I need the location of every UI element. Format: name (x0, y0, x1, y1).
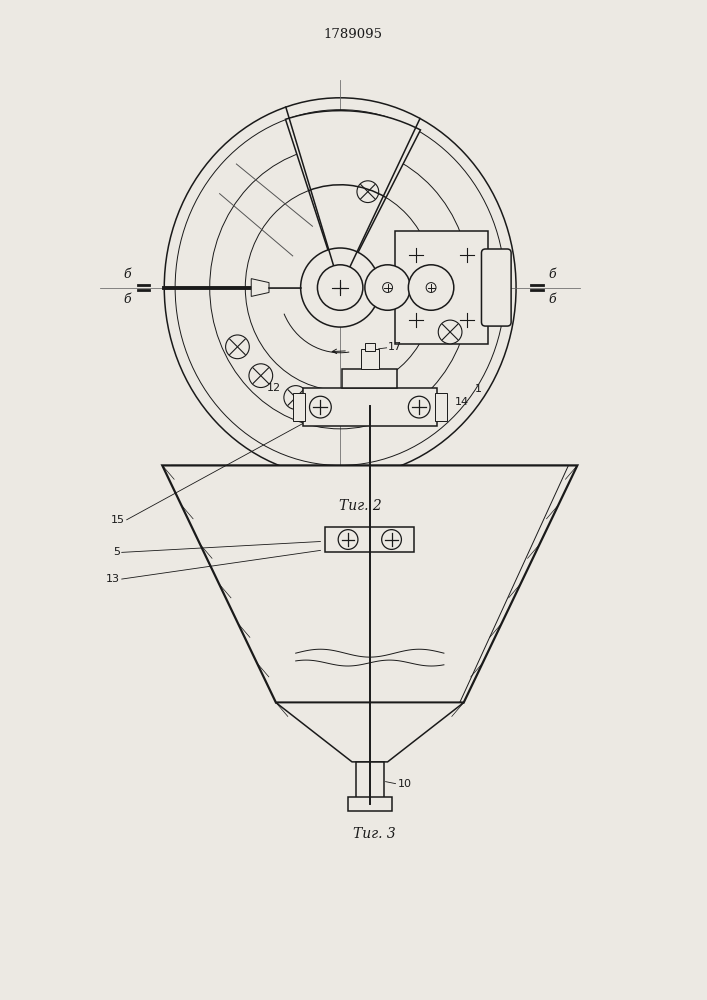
Bar (365, 343, 375, 351)
Text: 14: 14 (455, 397, 469, 407)
Circle shape (438, 320, 462, 344)
Polygon shape (163, 465, 578, 703)
Circle shape (382, 530, 402, 549)
Circle shape (300, 248, 380, 327)
Bar (342, 369, 397, 388)
Ellipse shape (164, 98, 516, 477)
Text: б: б (124, 268, 132, 281)
Circle shape (284, 386, 308, 409)
Text: 12: 12 (267, 383, 281, 393)
Text: Вид A: Вид A (344, 401, 386, 414)
Text: Τиг. 2: Τиг. 2 (339, 499, 381, 513)
Circle shape (317, 265, 363, 310)
Bar (435, 393, 447, 421)
Circle shape (365, 265, 410, 310)
Text: 5: 5 (113, 547, 119, 557)
Circle shape (310, 396, 332, 418)
Text: 1: 1 (474, 384, 481, 394)
Text: 10: 10 (397, 779, 411, 789)
Circle shape (409, 396, 430, 418)
Polygon shape (251, 279, 269, 296)
Circle shape (409, 265, 454, 310)
Circle shape (249, 364, 273, 388)
Text: 1789095: 1789095 (324, 28, 382, 41)
Polygon shape (276, 703, 464, 762)
Text: б: б (124, 293, 132, 306)
Circle shape (226, 335, 250, 359)
Wedge shape (286, 111, 421, 288)
Circle shape (382, 283, 392, 292)
Bar (395, 231, 489, 344)
Circle shape (426, 283, 436, 292)
Circle shape (332, 398, 348, 414)
Text: 13: 13 (106, 574, 119, 584)
Bar (325, 527, 414, 552)
Text: б: б (549, 268, 556, 281)
Bar (361, 349, 379, 369)
FancyBboxPatch shape (481, 249, 511, 326)
Bar (356, 762, 384, 799)
Bar (348, 797, 392, 811)
Bar (303, 388, 437, 426)
Bar (293, 393, 305, 421)
Text: Τиг. 3: Τиг. 3 (354, 827, 396, 841)
Circle shape (357, 181, 379, 203)
Circle shape (338, 530, 358, 549)
Text: б: б (549, 293, 556, 306)
Text: 15: 15 (111, 515, 124, 525)
Text: 17: 17 (387, 342, 402, 352)
